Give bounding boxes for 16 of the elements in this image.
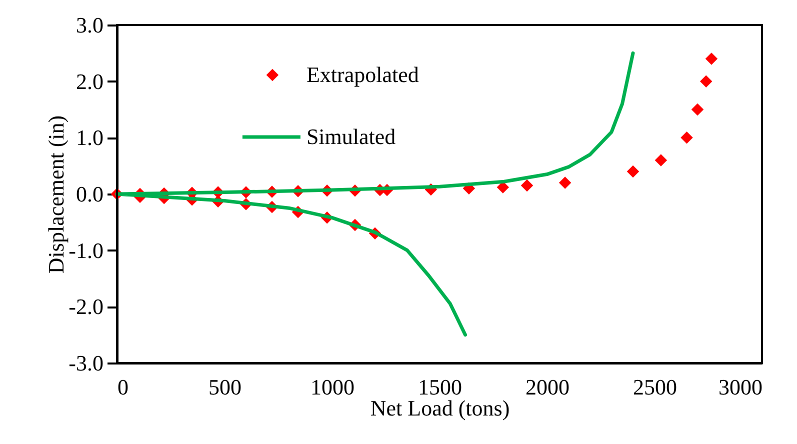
y-axis-title: Displacement (in) <box>44 115 69 274</box>
legend-label: Extrapolated <box>306 62 419 87</box>
x-tick-label: 3000 <box>718 374 762 400</box>
y-tick-label: 1.0 <box>76 125 104 150</box>
y-tick-label: -3.0 <box>68 350 104 376</box>
x-tick-label: 2000 <box>526 374 570 400</box>
x-tick-label: 500 <box>208 374 242 400</box>
y-tick-label: -2.0 <box>68 294 104 320</box>
y-tick-label: 0.0 <box>76 182 104 206</box>
y-tick-label: -1.0 <box>68 238 104 263</box>
y-tick-label: 2.0 <box>76 68 104 94</box>
x-tick-label: 2500 <box>633 374 677 400</box>
legend-label: Simulated <box>306 124 396 149</box>
x-tick-label: 1000 <box>310 374 354 400</box>
x-tick-label: 0 <box>118 374 128 400</box>
y-tick-label: 3.0 <box>76 12 104 38</box>
